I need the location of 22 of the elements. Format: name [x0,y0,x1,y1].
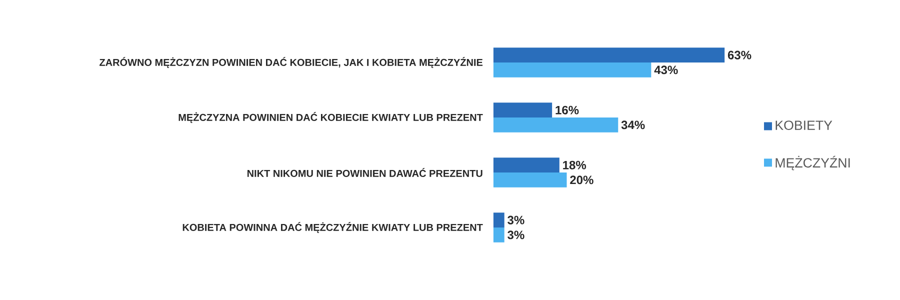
y-tick-label: KOBIETA POWINNA DAĆ MĘŻCZYŹNIE KWIATY LUB PREZENT [182,222,483,233]
data-label: 18% [563,160,586,170]
y-tick-label: ZARÓWNO MĘŻCZYZN POWINIEN DAĆ KOBIECIE, JAK I KOBIETA MĘŻCZYŹNIE [100,57,483,68]
data-label: 3% [508,216,524,224]
bar [493,227,504,242]
bar [493,118,618,132]
data-label: 43% [654,66,678,74]
y-tick-label: MĘŻCZYZNA POWINIEN DAĆ KOBIECIE KWIATY LUB PREZENT [178,112,483,123]
bar [493,62,652,78]
data-label: 63% [728,50,752,60]
bar [493,102,552,118]
bar [493,48,725,62]
legend-label: MĘŻCZYŹNI [776,156,850,170]
data-label: 34% [621,120,645,130]
bar [493,172,567,188]
data-label: 3% [508,230,524,240]
y-tick-label: NIKT NIKOMU NIE POWINIEN DAWAĆ PREZENTU [247,168,482,177]
legend-label: KOBIETY [776,120,832,130]
data-label: 16% [556,106,579,114]
bar [493,212,504,228]
bar [493,158,560,172]
data-label: 20% [570,176,594,184]
